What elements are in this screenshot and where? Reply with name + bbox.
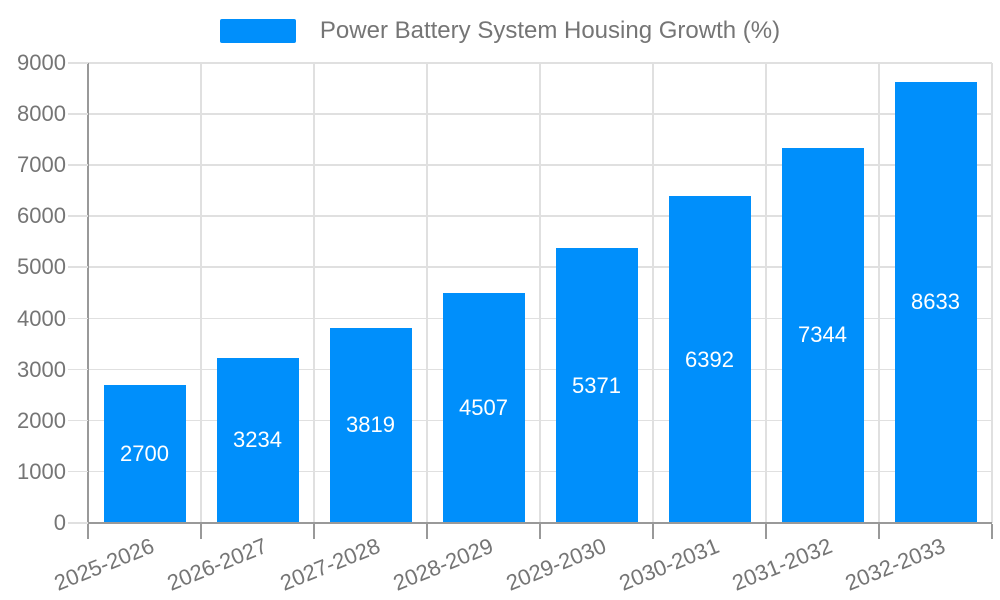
x-axis-tick-label: 2027-2028 (276, 533, 384, 596)
y-axis-tick-label: 6000 (17, 203, 66, 229)
y-axis-tick-label: 7000 (17, 152, 66, 178)
x-axis-tick-label: 2028-2029 (389, 533, 497, 596)
bar-2028-2029[interactable]: 4507 (442, 292, 525, 523)
bar-2029-2030[interactable]: 5371 (555, 248, 638, 523)
y-axis-line (87, 63, 89, 524)
y-axis-tick-label: 2000 (17, 407, 66, 433)
y-axis-tick-label: 1000 (17, 458, 66, 484)
v-gridline (765, 63, 767, 523)
bar-value-label: 5371 (572, 372, 621, 398)
x-axis-tick (200, 524, 202, 539)
bar-2027-2028[interactable]: 3819 (329, 327, 412, 523)
y-axis-tick (68, 113, 88, 115)
bar-2026-2027[interactable]: 3234 (216, 357, 299, 523)
v-gridline (313, 63, 315, 523)
plot-area: 2700 3234 3819 4507 5371 6392 7344 8633 (88, 62, 993, 523)
x-axis-tick (313, 524, 315, 539)
legend-label: Power Battery System Housing Growth (%) (319, 17, 781, 44)
y-axis-tick (68, 419, 88, 422)
y-axis-tick-label: 0 (53, 510, 66, 535)
y-axis-tick (68, 522, 88, 524)
x-axis-tick (991, 524, 993, 539)
v-gridline (652, 63, 654, 523)
x-axis-tick (878, 524, 880, 539)
y-axis-tick (68, 164, 88, 166)
y-axis-tick (68, 470, 88, 473)
x-axis-tick (426, 524, 428, 539)
x-axis-tick-label: 2030-2031 (615, 533, 723, 596)
y-axis-tick (68, 317, 88, 320)
y-axis-tick-label: 9000 (17, 50, 66, 75)
bar-2030-2031[interactable]: 6392 (668, 196, 751, 523)
legend[interactable]: Power Battery System Housing Growth (%) (0, 17, 1000, 45)
y-axis-tick-label: 3000 (17, 356, 66, 382)
y-axis-tick-label: 5000 (17, 254, 66, 280)
bar-value-label: 7344 (798, 322, 847, 348)
legend-swatch-icon (219, 19, 296, 43)
y-axis-tick-label: 8000 (17, 101, 66, 127)
y-axis-tick (68, 368, 88, 371)
x-axis-tick (765, 524, 767, 539)
y-axis-tick (68, 215, 88, 217)
bar-2032-2033[interactable]: 8633 (894, 81, 977, 523)
h-gridline (88, 62, 992, 64)
x-axis-tick-label: 2032-2033 (841, 533, 949, 596)
bar-value-label: 3819 (346, 412, 395, 438)
y-axis-tick (68, 62, 88, 64)
v-gridline (426, 63, 428, 523)
x-axis-tick-label: 2026-2027 (163, 533, 271, 596)
v-gridline (878, 63, 880, 523)
x-axis-tick-label: 2025-2026 (50, 533, 158, 596)
bar-value-label: 3234 (233, 427, 282, 453)
x-axis-tick (87, 524, 89, 539)
x-axis-line (87, 522, 992, 524)
bar-2025-2026[interactable]: 2700 (103, 385, 186, 523)
v-gridline (200, 63, 202, 523)
bar-value-label: 4507 (459, 394, 508, 420)
v-gridline (991, 63, 993, 523)
y-axis-tick-label: 4000 (17, 305, 66, 331)
v-gridline (539, 63, 541, 523)
bar-value-label: 8633 (911, 289, 960, 315)
bar-value-label: 6392 (685, 346, 734, 372)
x-axis-tick-label: 2029-2030 (502, 533, 610, 596)
y-axis-tick (68, 266, 88, 268)
x-axis-tick-label: 2031-2032 (728, 533, 836, 596)
x-axis-tick (652, 524, 654, 539)
bar-2031-2032[interactable]: 7344 (781, 147, 864, 523)
bar-value-label: 2700 (120, 441, 169, 466)
x-axis-tick (539, 524, 541, 539)
